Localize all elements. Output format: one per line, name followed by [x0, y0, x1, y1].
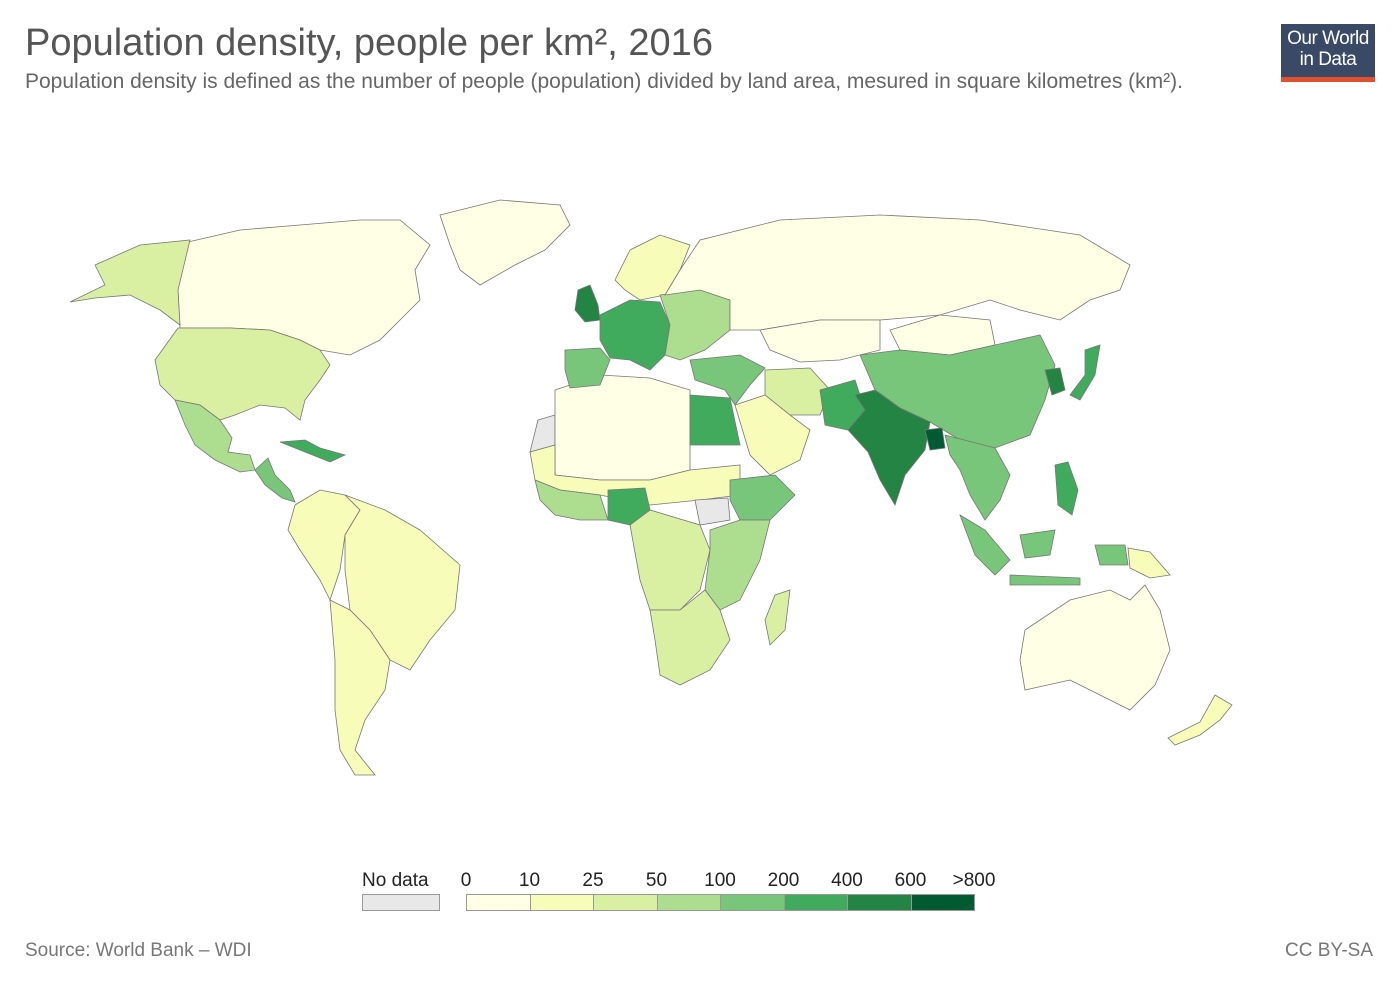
chart-subtitle: Population density is defined as the num…: [25, 70, 1183, 93]
legend-swatch[interactable]: [783, 894, 848, 911]
region-united-kingdom[interactable]: [574, 284, 601, 323]
region-new-zealand[interactable]: [1167, 694, 1233, 746]
legend-break-label: 400: [831, 870, 863, 891]
legend-break-label: 600: [894, 870, 927, 891]
region-korea[interactable]: [1044, 367, 1066, 396]
legend-break-label: >800: [952, 870, 996, 891]
region-madagascar[interactable]: [764, 589, 791, 646]
region-southeast-asia[interactable]: [944, 434, 1011, 521]
world-map-svg: [69, 199, 1233, 776]
region-west-africa[interactable]: [534, 479, 609, 521]
legend-swatch[interactable]: [910, 894, 975, 911]
region-philippines[interactable]: [1054, 461, 1079, 516]
legend-no-data-label: No data: [362, 870, 429, 891]
region-russia[interactable]: [664, 214, 1131, 331]
logo-line-2: in Data: [1299, 49, 1357, 70]
region-united-states[interactable]: [154, 327, 331, 421]
region-eastern-europe[interactable]: [659, 289, 731, 361]
legend-swatch[interactable]: [593, 894, 658, 911]
legend-break-label: 50: [645, 870, 668, 891]
region-egypt[interactable]: [689, 394, 741, 446]
legend-break-label: 10: [518, 870, 541, 891]
region-indonesia[interactable]: [959, 514, 1129, 586]
region-japan[interactable]: [1069, 344, 1101, 401]
logo-text: Our World in Data: [1281, 28, 1375, 70]
region-ethiopia[interactable]: [729, 474, 796, 521]
world-map: [0, 190, 1400, 790]
region-arabian-peninsula[interactable]: [734, 394, 811, 476]
legend-break-label: 200: [767, 870, 800, 891]
region-bangladesh[interactable]: [924, 427, 946, 451]
region-alaska[interactable]: [69, 239, 191, 326]
region-south-sudan[interactable]: [694, 497, 731, 526]
chart-title: Population density, people per km², 2016: [25, 22, 713, 64]
logo-line-1: Our World: [1287, 28, 1369, 49]
legend-swatch[interactable]: [529, 894, 594, 911]
license-link[interactable]: CC BY-SA: [1285, 940, 1373, 961]
source-note: Source: World Bank – WDI: [25, 940, 252, 961]
region-greenland[interactable]: [439, 199, 571, 286]
region-north-africa[interactable]: [554, 374, 691, 481]
region-papua-new-guinea[interactable]: [1127, 547, 1171, 579]
region-central-america[interactable]: [254, 457, 296, 503]
region-australia[interactable]: [1019, 584, 1171, 711]
region-east-africa[interactable]: [704, 519, 771, 611]
region-western-europe[interactable]: [599, 299, 671, 371]
legend-break-label: 25: [582, 870, 604, 891]
region-caribbean[interactable]: [279, 439, 347, 463]
region-southern-cone[interactable]: [329, 599, 391, 776]
legend-swatch[interactable]: [720, 894, 785, 911]
region-central-africa[interactable]: [629, 509, 711, 611]
owid-logo[interactable]: Our World in Data: [1281, 24, 1375, 82]
legend-break-label: 0: [460, 870, 472, 891]
region-india[interactable]: [847, 389, 931, 506]
region-mexico[interactable]: [174, 399, 256, 473]
region-turkey-levant[interactable]: [689, 354, 766, 406]
legend-swatch[interactable]: [466, 894, 531, 911]
color-legend: No data 0 10 25 50 100 200 400 600 >800: [360, 868, 1000, 918]
logo-accent-bar: [1281, 77, 1375, 82]
legend-swatch[interactable]: [656, 894, 721, 911]
region-brazil[interactable]: [344, 494, 461, 671]
region-iberia[interactable]: [564, 347, 611, 389]
legend-swatch[interactable]: [847, 894, 912, 911]
legend-break-label: 100: [704, 870, 736, 891]
region-southern-africa[interactable]: [649, 589, 731, 686]
region-andean-south-america[interactable]: [287, 489, 361, 602]
legend-no-data-swatch: [362, 894, 440, 911]
